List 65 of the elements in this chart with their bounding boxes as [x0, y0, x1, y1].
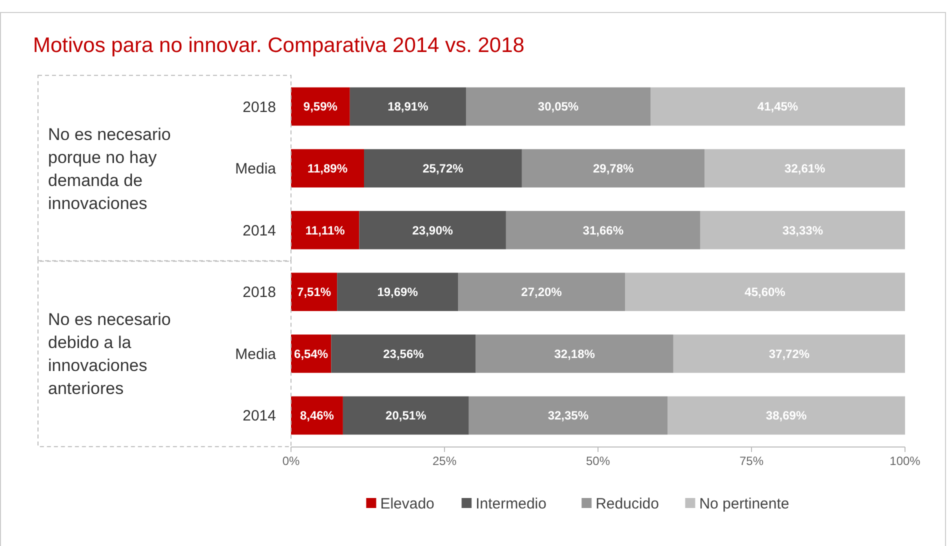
- data-label: 29,78%: [593, 162, 634, 176]
- data-label: 30,05%: [538, 100, 579, 114]
- bar: [625, 272, 905, 312]
- data-label: 27,20%: [521, 285, 562, 300]
- bar: [331, 334, 476, 373]
- data-label: 32,35%: [548, 408, 589, 423]
- data-label: 8,46%: [300, 408, 334, 423]
- bar: [458, 272, 626, 312]
- bar: [291, 149, 364, 188]
- data-label: 20,51%: [386, 408, 427, 423]
- bar: [668, 396, 906, 435]
- bar: [291, 396, 343, 435]
- bar: [350, 87, 466, 126]
- y-tick-label: 2014: [242, 408, 276, 425]
- bar: [700, 210, 905, 250]
- bar: [291, 210, 360, 250]
- bar: [359, 210, 506, 250]
- data-label: 38,69%: [766, 408, 807, 423]
- data-label: 32,61%: [784, 162, 826, 176]
- bar: [337, 272, 458, 312]
- bar: [476, 334, 674, 373]
- chart-title: Motivos para no innovar. Comparativa 2014 vs. 2018: [33, 34, 524, 57]
- data-label: 25,72%: [422, 162, 464, 176]
- legend-label: Intermedio: [476, 495, 546, 512]
- data-label: 23,56%: [383, 346, 424, 361]
- data-label: 6,54%: [294, 346, 328, 361]
- data-label: 11,11%: [305, 223, 346, 238]
- data-label: 32,18%: [554, 346, 596, 361]
- text: No es necesario debido a la innovaciones anteriores: [48, 310, 171, 398]
- bar: [468, 396, 668, 435]
- bar: [506, 210, 700, 250]
- data-label: 33,33%: [782, 223, 824, 238]
- data-label: 9,59%: [303, 100, 338, 114]
- legend-label: Elevado: [380, 495, 434, 512]
- x-tick-label: 75%: [739, 454, 764, 468]
- data-label: 45,60%: [744, 285, 786, 300]
- y-tick-label: Media: [235, 160, 277, 178]
- bar: [673, 334, 905, 373]
- bar: [342, 396, 469, 435]
- y-tick-label: Media: [235, 346, 277, 363]
- legend-label: Reducido: [596, 495, 659, 512]
- data-label: 19,69%: [377, 285, 418, 300]
- x-tick-label: 25%: [432, 454, 457, 468]
- y-tick-label: 2014: [242, 222, 276, 240]
- text: No es necesario porque no hay demanda de innovaciones: [48, 124, 171, 213]
- x-tick-label: 100%: [890, 454, 921, 468]
- bar: [291, 272, 338, 312]
- data-label: 23,90%: [412, 223, 454, 238]
- bar: [291, 87, 350, 126]
- y-tick-label: 2018: [242, 284, 276, 302]
- data-label: 11,89%: [307, 162, 348, 176]
- data-label: 18,91%: [388, 100, 429, 114]
- data-label: 41,45%: [757, 100, 798, 114]
- bar: [466, 87, 650, 126]
- x-tick-label: 50%: [586, 454, 610, 468]
- bar: [704, 149, 905, 188]
- bar: [364, 149, 522, 188]
- data-label: 37,72%: [768, 346, 810, 361]
- data-label: 31,66%: [582, 223, 624, 238]
- bar: [522, 149, 705, 188]
- legend-label: No pertinente: [699, 495, 790, 512]
- bar: [650, 87, 905, 126]
- x-tick-label: 0%: [282, 454, 300, 468]
- y-tick-label: 2018: [242, 98, 276, 116]
- data-label: 7,51%: [297, 285, 332, 300]
